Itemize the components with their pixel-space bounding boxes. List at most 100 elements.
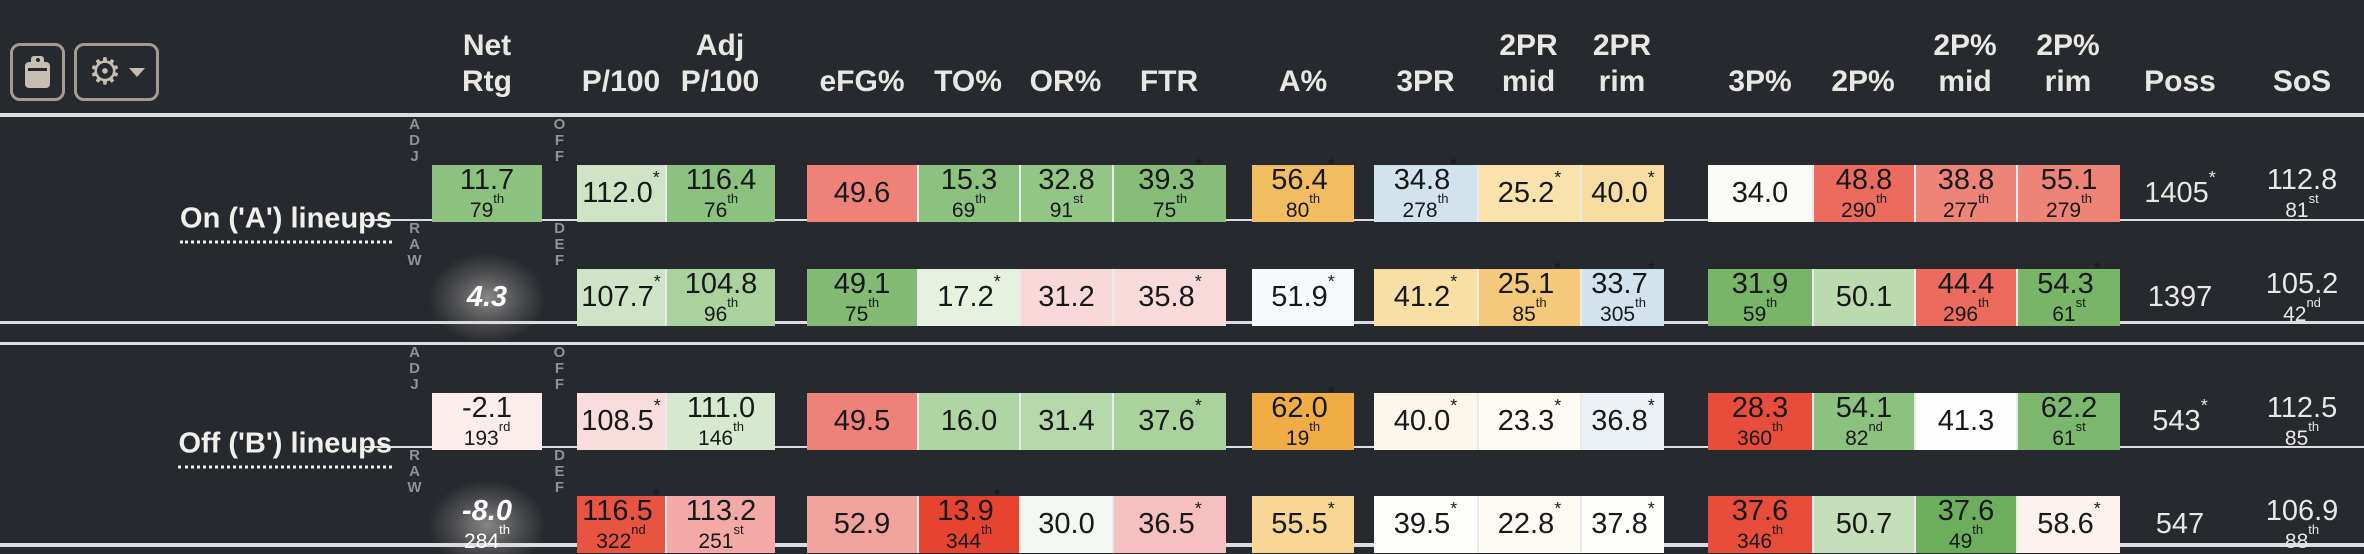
column-header-p2rim: 2P% rim	[2036, 29, 2100, 98]
cell-p2: 50.1	[1812, 269, 1914, 326]
stat-row-raw: R A W D E F 4.3 107.7* 104.8 96th 49.1 75th 17.2* 31.…	[0, 220, 2364, 343]
cell-net: -8.0 284th	[428, 479, 546, 554]
column-header-prmid: 2PR mid	[1499, 29, 1558, 98]
cell-poss: 1405*	[2144, 167, 2216, 209]
cell-ftr: 39.3* 75th	[1112, 155, 1226, 222]
cell-efg: 49.6	[807, 165, 917, 222]
cell-sos: 112.5 85th	[2266, 392, 2338, 451]
cell-to: 16.0	[917, 393, 1019, 450]
lineup-group-on: On ('A') lineups A D J O F F 11.7 79th 112.0* 116.…	[0, 116, 2364, 343]
column-header-p3: 3P%	[1728, 65, 1792, 98]
column-header-poss: Poss	[2144, 65, 2216, 98]
cell-p2mid: 44.4 296th	[1914, 269, 2016, 326]
cell-prmid: 23.3*	[1477, 393, 1580, 450]
group-divider	[0, 342, 2364, 345]
cell-to: 15.3 69th	[917, 165, 1019, 222]
cell-efg: 49.1 75th	[807, 269, 917, 326]
cell-a: 62.0* 19th	[1252, 383, 1354, 450]
cell-pr3: 34.8* 278th	[1374, 155, 1477, 222]
cell-pr3: 40.0*	[1374, 393, 1477, 450]
table-header: ⚙ Net Rtg P/100 Adj P/100 eFG% TO% OR% FTR A% 3PR 2…	[0, 0, 2364, 113]
cell-p100: 112.0*	[577, 165, 665, 222]
cell-prrim: 33.7* 305th	[1580, 259, 1664, 326]
group-label-text[interactable]: Off ('B') lineups	[178, 427, 392, 469]
column-header-ftr: FTR	[1139, 65, 1199, 98]
lineup-group-off: Off ('B') lineups A D J O F F -2.1 193rd 108.5* 11…	[0, 344, 2364, 554]
column-header-to: TO%	[934, 65, 1002, 98]
cell-sos: 106.9 88th	[2265, 495, 2339, 554]
column-header-or: OR%	[1029, 65, 1102, 98]
cell-p3: 31.9 59th	[1708, 269, 1812, 326]
cell-to: 13.9* 344th	[917, 486, 1019, 553]
cell-ftr: 36.5*	[1112, 496, 1226, 553]
cell-net: -2.1 193rd	[432, 393, 542, 450]
cell-sos: 105.2 42nd	[2265, 268, 2339, 327]
cell-prmid: 25.1* 85th	[1477, 259, 1580, 326]
chevron-down-icon	[128, 67, 145, 77]
cell-efg: 52.9	[807, 496, 917, 553]
cell-p3: 34.0	[1708, 165, 1812, 222]
column-header-prrim: 2PR rim	[1592, 29, 1652, 98]
cell-prmid: 25.2*	[1477, 165, 1580, 222]
table-body: On ('A') lineups A D J O F F 11.7 79th 112.0* 116.…	[0, 116, 2364, 554]
cell-p2rim: 54.3* 61st	[2016, 259, 2120, 326]
cell-a: 55.5*	[1252, 496, 1354, 553]
cell-p2: 50.7	[1812, 496, 1914, 553]
toolbar: ⚙	[10, 43, 159, 101]
cell-p3: 28.3 360th	[1708, 393, 1812, 450]
column-header-p2mid: 2P% mid	[1933, 29, 1997, 98]
cell-prrim: 40.0*	[1580, 165, 1664, 222]
cell-p2mid: 41.3	[1914, 393, 2016, 450]
cell-to: 17.2*	[917, 269, 1019, 326]
cell-pr3: 41.2*	[1374, 269, 1477, 326]
column-header-a: A%	[1278, 65, 1328, 98]
cell-a: 51.9*	[1252, 269, 1354, 326]
cell-net: 4.3	[428, 252, 546, 343]
cell-poss: 547	[2155, 508, 2205, 540]
cell-adjp100: 113.2 251st	[665, 496, 775, 553]
cell-p2rim: 58.6*	[2016, 496, 2120, 553]
group-label: On ('A') lineups	[180, 202, 392, 244]
cell-a: 56.4* 80th	[1252, 155, 1354, 222]
clipboard-button[interactable]	[10, 43, 65, 101]
cell-or: 31.2	[1019, 269, 1112, 326]
column-header-efg: eFG%	[819, 65, 905, 98]
cell-p100: 108.5*	[577, 393, 665, 450]
cell-poss: 543*	[2152, 395, 2208, 437]
stat-row-raw: R A W D E F -8.0 284th 116.5* 322nd 113.2 251st 52.9…	[0, 447, 2364, 554]
cell-prrim: 36.8*	[1580, 393, 1664, 450]
cell-p2mid: 37.6 49th	[1914, 496, 2016, 553]
cell-poss: 1397	[2147, 281, 2213, 313]
cell-or: 31.4	[1019, 393, 1112, 450]
cell-ftr: 37.6*	[1112, 393, 1226, 450]
cell-p2rim: 55.1 279th	[2016, 165, 2120, 222]
header-divider	[0, 113, 2364, 117]
cell-p2: 54.1 82nd	[1812, 393, 1914, 450]
column-header-p100: P/100	[581, 65, 661, 98]
stat-row-adj: A D J O F F -2.1 193rd 108.5* 111.0 146th 49.5 16.0 3…	[0, 344, 2364, 450]
cell-prmid: 22.8*	[1477, 496, 1580, 553]
cell-p2mid: 38.8 277th	[1914, 165, 2016, 222]
settings-button[interactable]: ⚙	[74, 43, 159, 101]
column-header-adjp100: Adj P/100	[680, 29, 760, 98]
group-label-text[interactable]: On ('A') lineups	[180, 202, 392, 244]
column-header-pr3: 3PR	[1396, 65, 1455, 98]
clipboard-icon	[25, 56, 50, 88]
stat-row-adj: A D J O F F 11.7 79th 112.0* 116.4 76th 49.6 15.3 69t…	[0, 116, 2364, 223]
cell-adjp100: 116.4 76th	[665, 165, 775, 222]
cell-adjp100: 104.8 96th	[665, 269, 775, 326]
column-header-sos: SoS	[2272, 65, 2332, 98]
gear-icon: ⚙	[88, 50, 122, 93]
cell-pr3: 39.5*	[1374, 496, 1477, 553]
cell-p2: 48.8 290th	[1812, 165, 1914, 222]
cell-sos: 112.8 81st	[2266, 164, 2338, 223]
group-label: Off ('B') lineups	[178, 427, 392, 469]
